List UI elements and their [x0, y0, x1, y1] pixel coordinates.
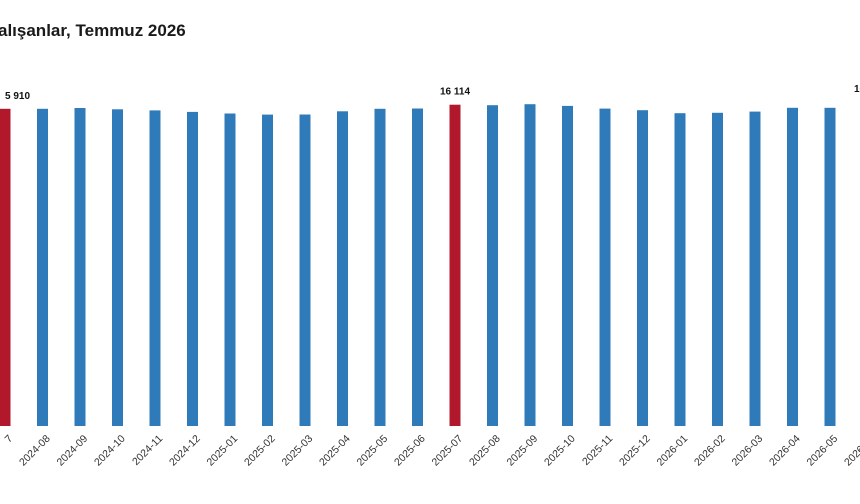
x-tick-label: 2025-04 — [317, 433, 353, 469]
bar-2024-09 — [74, 108, 86, 426]
x-tick-label: 2025-03 — [279, 433, 315, 469]
x-tick-label: 2024-09 — [54, 433, 90, 469]
x-tick-label: 2025-05 — [354, 433, 390, 469]
x-tick-label: 2024-10 — [92, 433, 128, 469]
x-tick-label: 2025-11 — [580, 433, 615, 468]
x-tick-label: 2026-01 — [654, 433, 690, 469]
bar-2025-02 — [262, 114, 273, 426]
bar-2025-01 — [224, 113, 236, 426]
bar-2025-12 — [637, 110, 648, 426]
x-tick-label: 2025-08 — [467, 433, 503, 469]
bar-2025-03 — [299, 114, 311, 426]
x-tick-label: 2024-12 — [167, 433, 203, 469]
bar-2025-11 — [599, 108, 611, 426]
x-tick-label: 2025-06 — [392, 433, 428, 469]
bar-2025-10 — [562, 105, 573, 427]
x-tick-label: 2026-02 — [692, 433, 728, 469]
bar-2026-03 — [749, 111, 761, 426]
x-tick-label: 2025-12 — [617, 433, 653, 469]
bar-2025-09 — [524, 104, 536, 426]
chart-title: alışanlar, Temmuz 2026 — [0, 21, 186, 40]
data-label: 16 — [854, 84, 860, 95]
x-tick-label: 2025-10 — [542, 433, 578, 469]
bar-2026-01 — [674, 113, 686, 426]
x-tick-label: 2025-02 — [242, 433, 278, 469]
x-tick-label: 2025-01 — [204, 433, 240, 469]
x-tick-label: 2025-07 — [429, 433, 465, 469]
bar-2024-08 — [37, 108, 48, 427]
bar-2024-10 — [112, 109, 123, 427]
x-tick-label: 2026-05 — [804, 433, 840, 469]
bar-2025-08 — [487, 105, 498, 426]
x-tick-label: 7 — [3, 433, 16, 446]
bar-2025-04 — [337, 111, 348, 427]
bar-2025-05 — [374, 108, 386, 427]
x-tick-label: 2025-09 — [504, 433, 540, 469]
bar-2026-02 — [712, 112, 723, 427]
x-tick-label: 2024-11 — [130, 433, 165, 468]
bar-2024-12 — [187, 111, 198, 427]
bar-2024-07 — [0, 108, 11, 427]
bar-2024-11 — [149, 110, 161, 427]
x-tick-label: 2026-03 — [729, 433, 765, 469]
data-label: 5 910 — [5, 91, 30, 102]
x-tick-label: 2024-08 — [17, 433, 53, 469]
bar-2025-07 — [449, 104, 461, 426]
data-label: 16 114 — [440, 87, 470, 98]
x-tick-label: 2026-04 — [767, 433, 803, 469]
bar-2026-05 — [824, 107, 836, 427]
bar-2026-04 — [787, 107, 798, 427]
bar-2025-06 — [412, 108, 423, 426]
x-tick-label: 2026-06 — [842, 433, 860, 469]
